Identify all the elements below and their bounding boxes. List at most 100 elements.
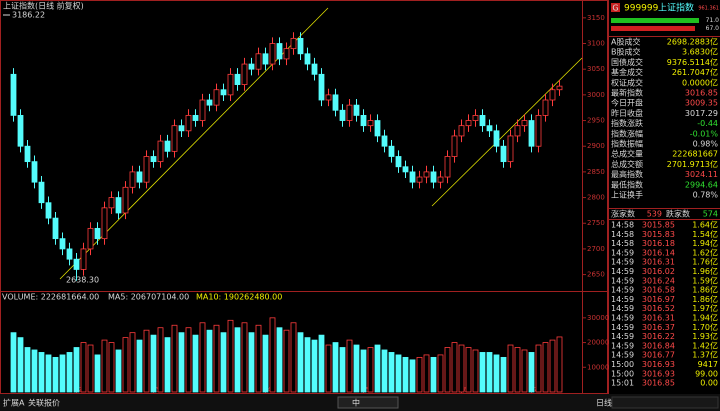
code: 999999: [624, 4, 659, 14]
candle-body: [80, 248, 87, 270]
period-label[interactable]: 日线: [596, 398, 612, 408]
tick-price: 3016.58: [642, 286, 675, 295]
down-label: 跌家数: [666, 209, 690, 219]
candle-body: [381, 135, 388, 147]
stat-label: 总成交额: [611, 159, 643, 169]
stat-value: 3017.29: [685, 109, 718, 118]
min-label: 2638.30: [66, 276, 99, 285]
tick-volume: 1.86亿: [692, 294, 718, 304]
y-tick-label: 2750: [587, 219, 605, 227]
volume-bar: [479, 352, 486, 393]
candle-body: [227, 73, 234, 96]
stat-value: 2701.9713亿: [667, 159, 718, 169]
tick-price: 3016.31: [642, 258, 675, 267]
volume-bar: [304, 337, 311, 393]
candle-body: [52, 217, 59, 240]
stat-value: -0.01%: [690, 129, 719, 138]
y-tick-label: 3050: [587, 65, 605, 73]
y-tick-label: 2700: [587, 245, 605, 253]
tick-time: 14:58: [611, 221, 634, 230]
volume-bar: [409, 359, 416, 393]
volume-bar: [66, 352, 73, 393]
volume-bar: [185, 327, 192, 393]
volume-bar: [206, 329, 213, 393]
candle-body: [283, 48, 290, 60]
candle-body: [542, 99, 549, 116]
tick-time: 15:01: [611, 379, 634, 388]
volume-bar: [367, 347, 374, 393]
candle-body: [325, 94, 332, 101]
ime-bar[interactable]: [337, 396, 399, 409]
volume-bar: [129, 332, 136, 393]
candle-body: [276, 43, 283, 60]
down-count: 574: [703, 210, 718, 219]
toolbar-button[interactable]: 扩展A: [3, 398, 25, 408]
tick-time: 14:59: [611, 314, 634, 323]
candle-body: [458, 125, 465, 137]
volume-bar: [150, 334, 157, 393]
tick-time: 14:59: [611, 332, 634, 341]
tab-bar[interactable]: [611, 396, 719, 409]
candle-body: [388, 145, 395, 157]
toolbar-button[interactable]: 关联报价: [28, 398, 60, 408]
tick-time: 14:59: [611, 304, 634, 313]
tick-volume: 1.86亿: [692, 285, 718, 295]
candle-body: [213, 89, 220, 106]
candle-body: [528, 120, 535, 147]
y-tick-label: 2900: [587, 142, 605, 150]
candle-body: [311, 63, 318, 75]
volume-bar: [241, 322, 248, 393]
tick-volume: 1.94亿: [692, 238, 718, 248]
stat-label: 国债成交: [611, 57, 643, 67]
tick-price: 3015.85: [642, 221, 675, 230]
volume-bar: [381, 349, 388, 393]
candle-body: [514, 125, 521, 137]
candle-body: [59, 238, 66, 250]
candle-body: [164, 140, 171, 152]
candle-body: [430, 171, 437, 183]
tick-volume: 1.94亿: [692, 313, 718, 323]
stat-label: 权证成交: [611, 77, 643, 87]
volume-bar: [318, 334, 325, 393]
candle-body: [318, 73, 325, 101]
badge: G: [612, 4, 618, 13]
candle-body: [157, 140, 164, 163]
up-count: 539: [647, 210, 662, 219]
candle-body: [556, 85, 563, 91]
candle-body: [136, 171, 143, 183]
volume-bar: [290, 322, 297, 393]
volume-label: VOLUME: 222681664.00: [2, 293, 99, 302]
tick-volume: 1.97亿: [692, 303, 718, 313]
candle-body: [402, 166, 409, 173]
candle-body: [234, 73, 241, 85]
tick-time: 14:59: [611, 267, 634, 276]
stat-label: 指数涨幅: [611, 128, 643, 138]
y-tick-label: 30000: [587, 314, 609, 322]
candle-body: [486, 125, 493, 132]
stat-value: 3024.11: [685, 170, 718, 179]
stat-label: B股成交: [611, 47, 641, 57]
bar-label: 67.0: [706, 25, 720, 32]
volume-bar: [136, 339, 143, 393]
stat-value: 0.78%: [693, 191, 719, 200]
tick-volume: 1.96亿: [692, 266, 718, 276]
volume-bar: [346, 339, 353, 393]
tick-volume: 1.62亿: [692, 247, 718, 257]
volume-bar: [311, 339, 318, 393]
candle-body: [10, 73, 17, 116]
volume-bar: [521, 349, 528, 393]
candle-body: [339, 109, 346, 121]
tick-price: 3016.77: [642, 351, 675, 360]
volume-bar: [101, 339, 108, 393]
volume-bar: [59, 354, 66, 393]
tick-time: 14:58: [611, 230, 634, 239]
tick-volume: 1.37亿: [692, 350, 718, 360]
volume-bar: [24, 347, 31, 393]
stat-value: 3.6830亿: [682, 47, 718, 57]
badge-box: [611, 3, 620, 12]
x-tick-label: 4: [268, 387, 272, 394]
candle-body: [185, 115, 192, 132]
tick-price: 3016.84: [642, 341, 675, 350]
y-tick-label: 10000: [587, 363, 609, 371]
